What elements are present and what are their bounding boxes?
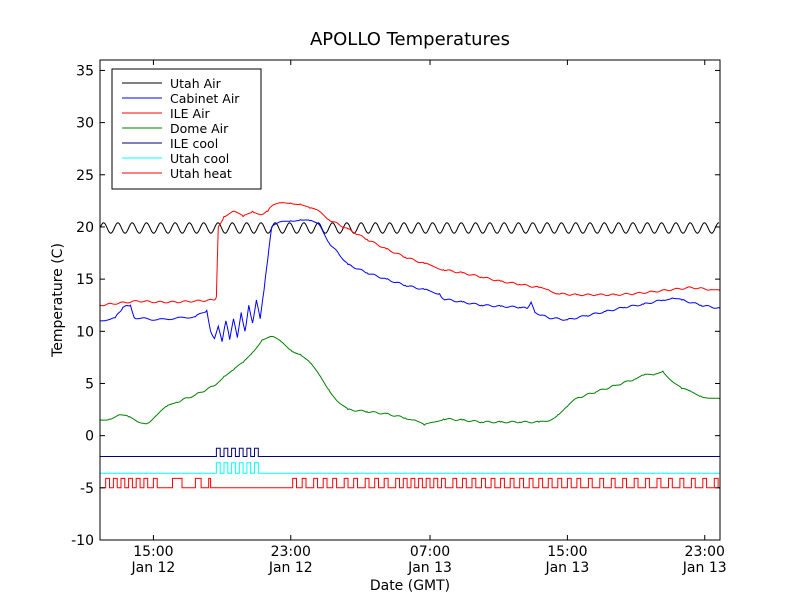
y-axis: -10 -5 0 5 10 15 20 25 30 35 (71, 63, 720, 549)
plot-frame (99, 59, 721, 541)
y-tick-label: 5 (85, 376, 94, 392)
series-line-utah-cool (100, 462, 720, 474)
y-tick-label: 0 (85, 429, 94, 445)
x-axis-title: Date (GMT) (370, 578, 450, 594)
series-line-ile-cool (100, 447, 720, 457)
y-tick-label: 35 (76, 63, 94, 79)
x-tick-time-label: 15:00 (547, 544, 587, 560)
legend-label-dome-air: Dome Air (170, 121, 229, 136)
legend-label-cabinet-air: Cabinet Air (170, 91, 240, 106)
y-tick-label: 15 (76, 272, 94, 288)
legend-label-ile-cool: ILE cool (170, 136, 218, 151)
y-axis-title: Temperature (C) (50, 243, 66, 358)
y-tick-label: 10 (76, 324, 94, 340)
y-tick-label: 30 (76, 116, 94, 132)
y-tick-label: 20 (76, 220, 94, 236)
x-tick-time-label: 23:00 (685, 544, 725, 560)
x-tick-time-label: 15:00 (133, 544, 173, 560)
x-tick-date-label: Jan 12 (268, 560, 313, 576)
legend-label-ile-air: ILE Air (170, 106, 211, 121)
x-tick-date-label: Jan 12 (130, 560, 175, 576)
series-line-cabinet-air (100, 219, 720, 342)
legend-label-utah-air: Utah Air (170, 76, 222, 91)
series-line-utah-heat (100, 477, 720, 489)
legend-box (111, 68, 262, 190)
series-line-utah-air (100, 222, 720, 234)
y-tick-label: -5 (80, 481, 94, 497)
series-layer (100, 201, 720, 489)
x-tick-date-label: Jan 13 (544, 560, 589, 576)
x-tick-date-label: Jan 13 (682, 560, 727, 576)
y-tick-label: 25 (76, 168, 94, 184)
x-tick-time-label: 07:00 (410, 544, 450, 560)
chart-title: APOLLO Temperatures (310, 29, 510, 50)
series-line-ile-air (100, 201, 720, 307)
x-tick-date-label: Jan 13 (407, 560, 452, 576)
legend-label-utah-heat: Utah heat (170, 166, 232, 181)
legend-label-utah-cool: Utah cool (170, 151, 229, 166)
series-line-dome-air (100, 335, 720, 426)
y-tick-label: -10 (71, 533, 94, 549)
x-tick-time-label: 23:00 (271, 544, 311, 560)
